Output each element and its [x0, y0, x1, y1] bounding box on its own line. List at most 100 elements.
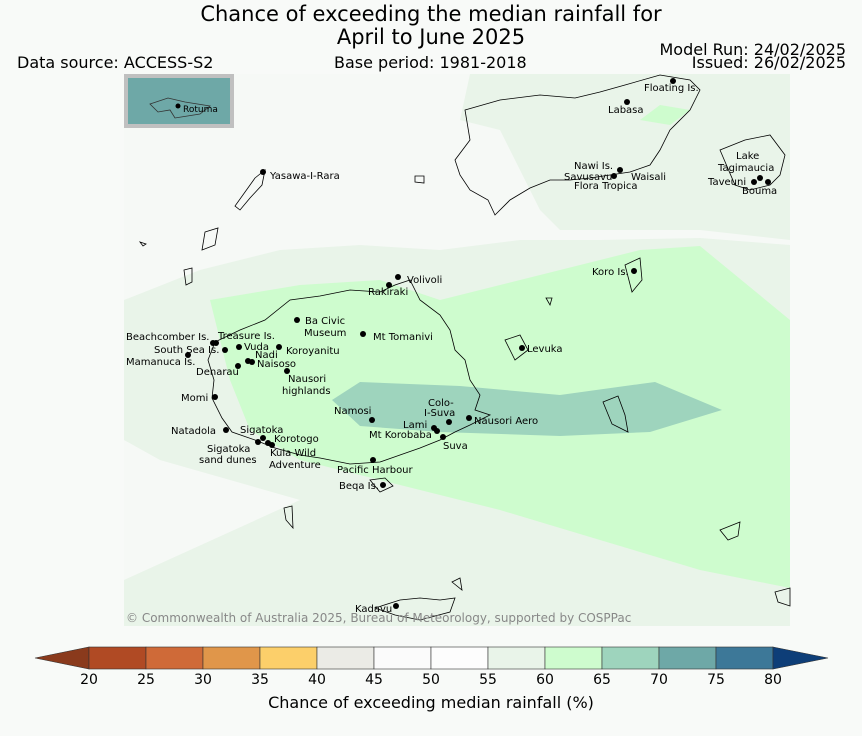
- colorbar-over-arrow: [772, 646, 829, 670]
- label-treasure: Treasure Is.: [217, 331, 275, 342]
- coastlines: [138, 74, 791, 621]
- colorbar-tick-label: 65: [593, 672, 611, 688]
- label-korotogo: Korotogo: [274, 434, 319, 445]
- marker-nawi: [617, 167, 623, 173]
- label-rakiraki: Rakiraki: [368, 287, 408, 298]
- colorbar-tick-label: 60: [536, 672, 554, 688]
- marker-nausori-highlands: [284, 368, 290, 374]
- label-levuka: Levuka: [527, 344, 563, 355]
- marker-volivoli: [395, 274, 401, 280]
- marker-natadola: [223, 427, 229, 433]
- label-mamanuca: Mamanuca Is.: [126, 357, 195, 368]
- zone-65-70: [332, 382, 722, 436]
- label-colo: Colo-: [428, 398, 454, 409]
- colorbar: [34, 646, 829, 670]
- marker-suva: [440, 434, 446, 440]
- marker-ba: [294, 317, 300, 323]
- label-south-sea: South Sea Is.: [154, 345, 219, 356]
- marker-naisoso: [249, 359, 255, 365]
- zone-55-60-north: [460, 74, 790, 240]
- label-museum: Museum: [304, 328, 346, 339]
- place-labels: Floating Is. Labasa Nawi Is. Savusavu Wa…: [126, 83, 777, 615]
- label-suva: Suva: [443, 441, 468, 452]
- label-lake: Lake: [736, 151, 759, 162]
- marker-sigatoka-dunes: [255, 439, 261, 445]
- label-floating-is: Floating Is.: [644, 83, 699, 94]
- label-tomanivi: Mt Tomanivi: [373, 332, 433, 343]
- label-mt-korobaba: Mt Korobaba: [369, 430, 432, 441]
- marker-levuka: [519, 345, 525, 351]
- base-period: Base period: 1981-2018: [334, 53, 527, 72]
- marker-yasawa: [260, 169, 266, 175]
- label-lami: Lami: [403, 420, 427, 431]
- marker-mt-korobaba: [434, 428, 440, 434]
- colorbar-segment: [316, 646, 375, 670]
- label-sigatoka-2: Sigatoka: [207, 444, 250, 455]
- place-markers: [185, 78, 771, 609]
- marker-labasa: [624, 99, 630, 105]
- colorbar-tick-label: 55: [479, 672, 497, 688]
- label-nausori: Nausori: [288, 374, 326, 385]
- marker-kula: [269, 442, 275, 448]
- colorbar-segment: [658, 646, 717, 670]
- label-nadi: Nadi: [255, 350, 278, 361]
- colorbar-tick-label: 70: [650, 672, 668, 688]
- marker-pacific-harbour: [370, 457, 376, 463]
- label-taveuni: Taveuni: [707, 177, 746, 188]
- colorbar-tick-label: 20: [80, 672, 98, 688]
- label-vuda: Vuda: [244, 342, 269, 353]
- label-namosi: Namosi: [334, 406, 371, 417]
- label-kadavu: Kadavu: [355, 604, 392, 615]
- model-run: Model Run: 24/02/2025: [659, 40, 847, 59]
- label-naisoso: Naisoso: [257, 359, 296, 370]
- label-kula-wild: Kula Wild: [270, 448, 316, 459]
- map-title-line1: Chance of exceeding the median rainfall …: [200, 2, 662, 26]
- label-labasa: Labasa: [608, 105, 644, 116]
- issued-date: Issued: 26/02/2025: [691, 53, 846, 72]
- data-source: Data source: ACCESS-S2: [17, 53, 214, 72]
- marker-tomanivi: [360, 331, 366, 337]
- colorbar-segment: [601, 646, 660, 670]
- copyright-notice: © Commonwealth of Australia 2025, Bureau…: [126, 611, 631, 625]
- marker-denarau: [235, 363, 241, 369]
- colorbar-tick-label: 75: [707, 672, 725, 688]
- label-pacific-harbour: Pacific Harbour: [337, 465, 414, 476]
- label-natadola: Natadola: [171, 426, 216, 437]
- colorbar-segment: [88, 646, 147, 670]
- marker-treasure: [213, 340, 219, 346]
- label-adventure: Adventure: [269, 460, 321, 471]
- label-sand-dunes: sand dunes: [199, 455, 257, 466]
- label-highlands: highlands: [282, 386, 331, 397]
- colorbar-tick-label: 25: [137, 672, 155, 688]
- label-koroyanitu: Koroyanitu: [286, 346, 340, 357]
- marker-mamanuca: [185, 352, 191, 358]
- label-nawi: Nawi Is.: [574, 161, 613, 172]
- label-waisali: Waisali: [631, 172, 666, 183]
- colorbar-segment: [544, 646, 603, 670]
- colorbar-under-arrow: [34, 646, 90, 670]
- label-tagimaucia: Tagimaucia: [717, 163, 774, 174]
- marker-colo-i-suva: [446, 419, 452, 425]
- marker-momi: [212, 394, 218, 400]
- marker-kadavu: [393, 603, 399, 609]
- colorbar-segment: [487, 646, 546, 670]
- inset-map: [128, 78, 230, 124]
- label-momi: Momi: [181, 393, 208, 404]
- label-koro: Koro Is.: [592, 267, 629, 278]
- marker-floating-is: [670, 78, 676, 84]
- colorbar-segment: [430, 646, 489, 670]
- marker-koro: [631, 268, 637, 274]
- label-ba-civic: Ba Civic: [305, 316, 345, 327]
- inset-island: [149, 97, 211, 119]
- colorbar-segment: [715, 646, 774, 670]
- colorbar-segment: [202, 646, 261, 670]
- inset-marker: [175, 103, 181, 109]
- marker-nausori-aero: [466, 415, 472, 421]
- marker-vuda: [236, 344, 242, 350]
- marker-bouma: [765, 179, 771, 185]
- label-flora-tropica: Flora Tropica: [574, 181, 637, 192]
- marker-savusavu: [611, 173, 617, 179]
- colorbar-tick-label: 30: [194, 672, 212, 688]
- marker-rakiraki: [386, 282, 392, 288]
